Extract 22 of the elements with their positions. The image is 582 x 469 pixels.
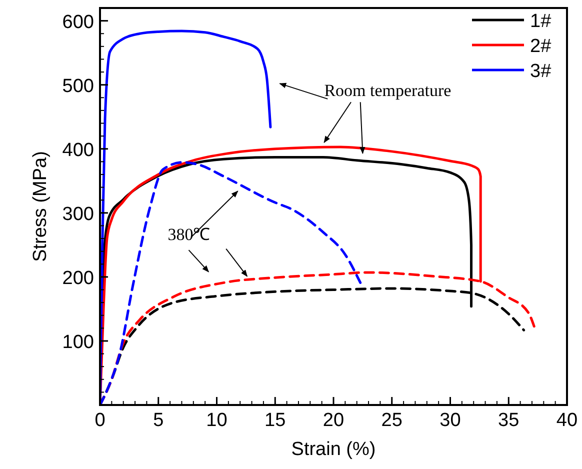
x-tick-label: 25 bbox=[381, 410, 402, 431]
x-tick-label: 5 bbox=[153, 410, 164, 431]
x-tick-label: 30 bbox=[440, 410, 461, 431]
y-axis-title: Stress (MPa) bbox=[30, 151, 51, 262]
y-tick-label: 500 bbox=[62, 76, 94, 97]
y-tick-label: 300 bbox=[62, 204, 94, 225]
x-axis-title: Strain (%) bbox=[291, 439, 376, 460]
legend-label: 3# bbox=[530, 61, 552, 82]
y-tick-label: 200 bbox=[62, 268, 94, 289]
legend-label: 2# bbox=[530, 36, 552, 57]
x-tick-label: 10 bbox=[206, 410, 228, 431]
x-tick-label: 0 bbox=[94, 410, 106, 431]
x-tick-label: 40 bbox=[556, 410, 578, 431]
legend-label: 1# bbox=[530, 11, 552, 32]
x-tick-label: 35 bbox=[498, 410, 520, 431]
annotation: Room temperature bbox=[324, 80, 452, 100]
x-tick-label: 15 bbox=[264, 410, 286, 431]
y-tick-label: 600 bbox=[62, 12, 94, 33]
annotation: 380℃ bbox=[168, 224, 210, 244]
y-tick-label: 100 bbox=[62, 332, 94, 353]
x-tick-label: 20 bbox=[322, 410, 344, 431]
y-tick-label: 400 bbox=[62, 140, 94, 161]
